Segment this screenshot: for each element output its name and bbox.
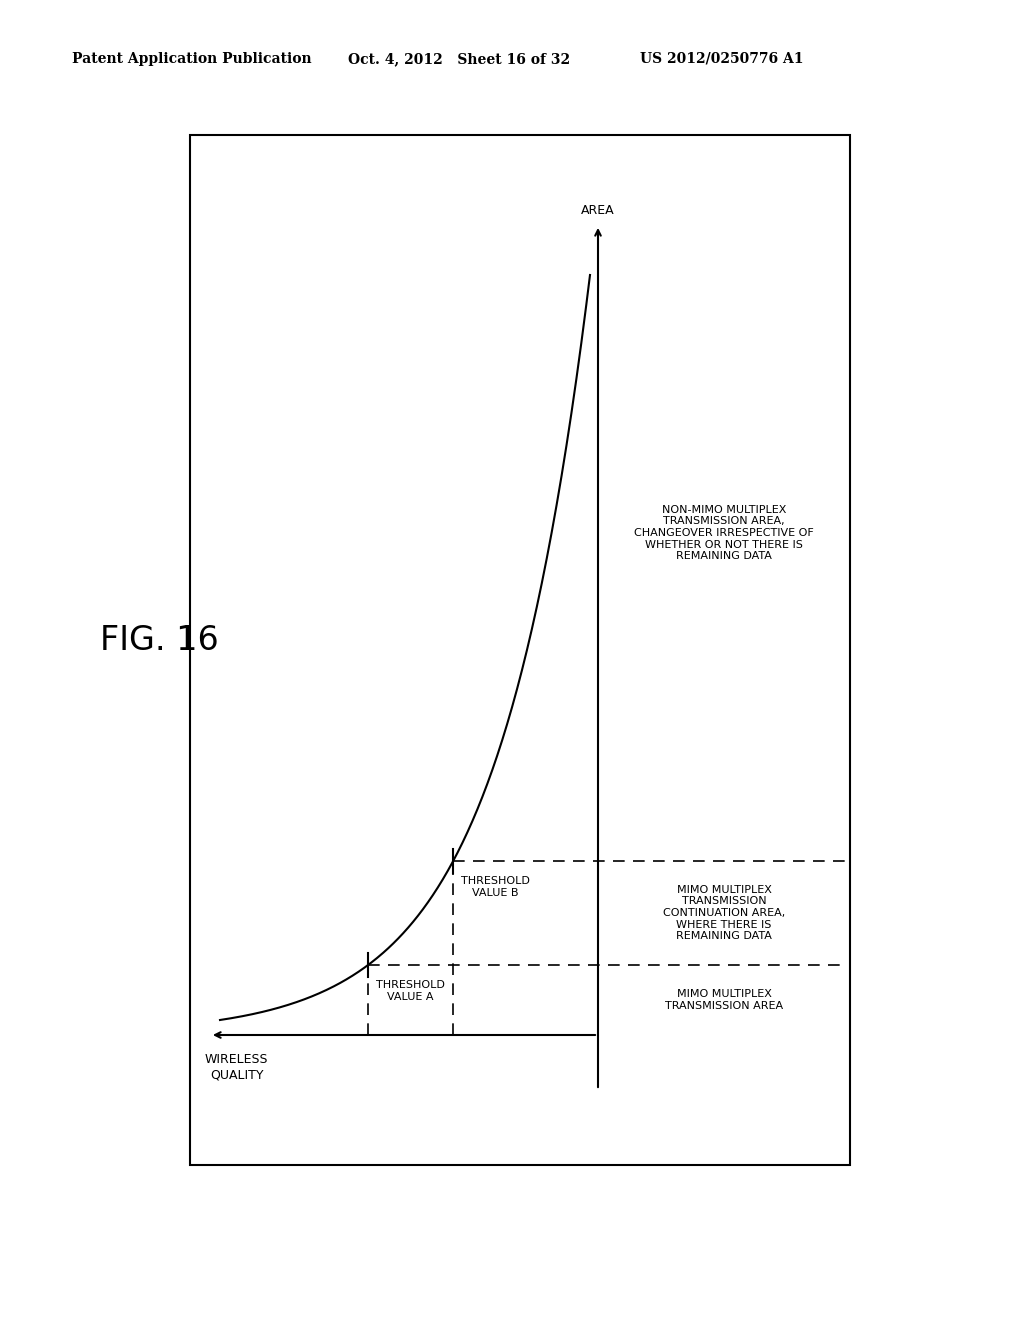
Text: MIMO MULTIPLEX
TRANSMISSION
CONTINUATION AREA,
WHERE THERE IS
REMAINING DATA: MIMO MULTIPLEX TRANSMISSION CONTINUATION…: [663, 884, 785, 941]
Text: AREA: AREA: [582, 205, 614, 216]
Text: FIG. 16: FIG. 16: [100, 623, 219, 656]
Text: THRESHOLD
VALUE B: THRESHOLD VALUE B: [461, 876, 530, 898]
Text: Oct. 4, 2012   Sheet 16 of 32: Oct. 4, 2012 Sheet 16 of 32: [348, 51, 570, 66]
Bar: [190, 135, 850, 1166]
Text: Patent Application Publication: Patent Application Publication: [72, 51, 311, 66]
Text: US 2012/0250776 A1: US 2012/0250776 A1: [640, 51, 804, 66]
Text: WIRELESS
QUALITY: WIRELESS QUALITY: [205, 1053, 268, 1081]
Text: THRESHOLD
VALUE A: THRESHOLD VALUE A: [376, 979, 444, 1002]
Text: NON-MIMO MULTIPLEX
TRANSMISSION AREA,
CHANGEOVER IRRESPECTIVE OF
WHETHER OR NOT : NON-MIMO MULTIPLEX TRANSMISSION AREA, CH…: [634, 504, 814, 561]
Text: MIMO MULTIPLEX
TRANSMISSION AREA: MIMO MULTIPLEX TRANSMISSION AREA: [665, 989, 783, 1011]
